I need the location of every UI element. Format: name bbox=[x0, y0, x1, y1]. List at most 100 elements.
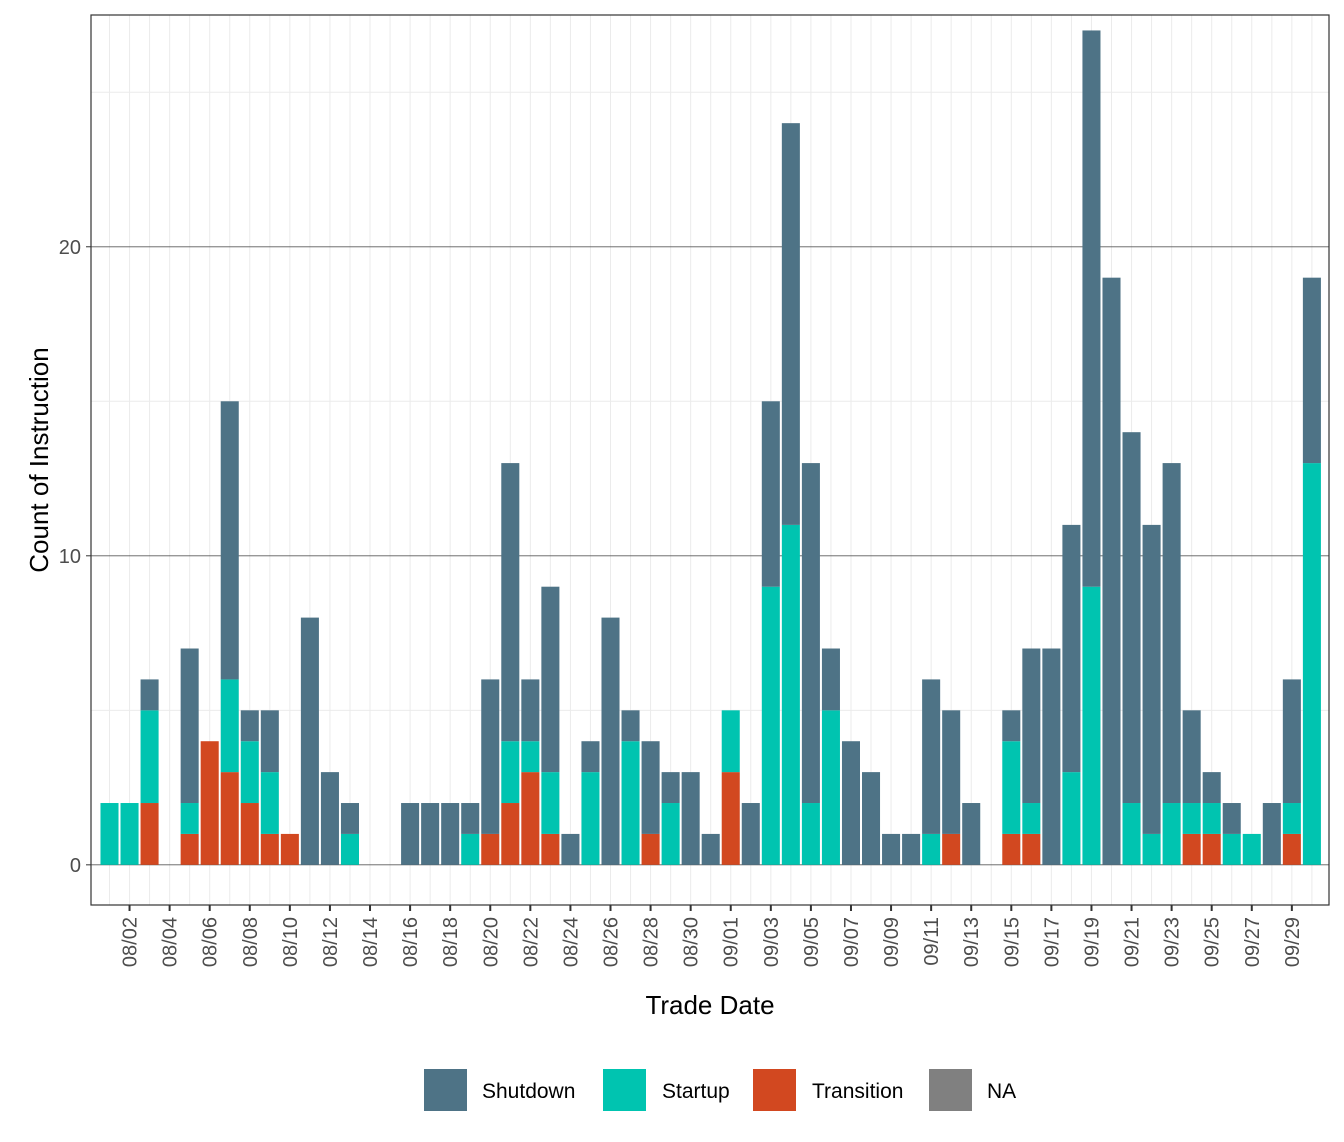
bar-startup-08-09 bbox=[260, 772, 279, 834]
bar-shutdown-08-28 bbox=[641, 741, 660, 834]
bar-shutdown-08-24 bbox=[561, 833, 580, 865]
bar-startup-09-04 bbox=[781, 524, 800, 865]
bar-shutdown-09-15 bbox=[1002, 710, 1021, 742]
x-tick-label: 08/02 bbox=[120, 917, 142, 967]
bar-shutdown-09-07 bbox=[841, 741, 860, 865]
x-tick-label: 08/28 bbox=[641, 917, 663, 967]
panel-border bbox=[90, 14, 1330, 906]
bar-shutdown-09-11 bbox=[922, 679, 941, 834]
bar-shutdown-09-29 bbox=[1282, 679, 1301, 804]
x-tick-label: 08/16 bbox=[400, 917, 422, 967]
bar-shutdown-09-23 bbox=[1162, 463, 1181, 804]
bar-shutdown-08-05 bbox=[180, 648, 199, 804]
x-tick-label: 09/05 bbox=[801, 917, 823, 967]
bar-startup-08-25 bbox=[581, 772, 600, 865]
legend-label-startup: Startup bbox=[662, 1080, 730, 1103]
bar-shutdown-09-25 bbox=[1202, 772, 1221, 804]
bar-shutdown-09-04 bbox=[781, 123, 800, 525]
bar-transition-09-24 bbox=[1182, 833, 1201, 865]
legend-key-na bbox=[929, 1069, 972, 1111]
bar-shutdown-08-17 bbox=[421, 803, 440, 865]
bar-shutdown-08-09 bbox=[260, 710, 279, 773]
bar-shutdown-08-31 bbox=[701, 833, 720, 865]
x-tick-label: 08/22 bbox=[520, 917, 542, 967]
bar-shutdown-09-05 bbox=[801, 463, 820, 804]
bar-startup-08-29 bbox=[661, 803, 680, 865]
bar-shutdown-09-28 bbox=[1262, 803, 1281, 865]
bar-transition-08-22 bbox=[521, 772, 540, 865]
x-tick-label: 09/21 bbox=[1122, 917, 1144, 967]
bar-transition-08-05 bbox=[180, 833, 199, 865]
bar-shutdown-08-21 bbox=[501, 463, 520, 742]
bar-startup-09-23 bbox=[1162, 803, 1181, 865]
bar-shutdown-08-18 bbox=[441, 803, 460, 865]
x-tick-label: 09/09 bbox=[881, 917, 903, 967]
y-tick-label: 0 bbox=[70, 855, 81, 877]
bar-startup-09-06 bbox=[821, 710, 840, 865]
bar-shutdown-08-29 bbox=[661, 772, 680, 804]
bar-transition-08-09 bbox=[260, 833, 279, 865]
bar-startup-09-11 bbox=[922, 833, 941, 865]
x-tick-label: 09/11 bbox=[921, 917, 943, 966]
bar-shutdown-09-03 bbox=[761, 401, 780, 587]
bar-transition-08-06 bbox=[200, 741, 219, 865]
bar-transition-08-20 bbox=[481, 833, 500, 865]
x-tick-label: 09/17 bbox=[1041, 917, 1063, 967]
bar-startup-09-03 bbox=[761, 586, 780, 865]
bar-shutdown-08-11 bbox=[300, 617, 319, 865]
bar-transition-08-07 bbox=[220, 772, 239, 865]
y-axis-title: Count of Instruction bbox=[24, 347, 54, 572]
bar-startup-09-16 bbox=[1022, 803, 1041, 834]
bar-shutdown-08-27 bbox=[621, 710, 640, 742]
x-tick-label: 08/18 bbox=[440, 917, 462, 967]
bar-shutdown-09-22 bbox=[1142, 524, 1161, 834]
bar-shutdown-09-06 bbox=[821, 648, 840, 711]
bar-shutdown-09-18 bbox=[1062, 524, 1081, 773]
bar-shutdown-09-12 bbox=[942, 710, 961, 834]
x-tick-label: 09/19 bbox=[1081, 917, 1103, 967]
bar-shutdown-08-03 bbox=[140, 679, 159, 711]
bar-shutdown-08-19 bbox=[461, 803, 480, 834]
bar-startup-08-01 bbox=[100, 803, 119, 865]
bar-shutdown-09-26 bbox=[1222, 803, 1241, 834]
x-tick-label: 09/07 bbox=[841, 917, 863, 967]
bar-startup-09-24 bbox=[1182, 803, 1201, 834]
bar-transition-08-08 bbox=[240, 803, 259, 865]
bar-shutdown-08-23 bbox=[541, 586, 560, 773]
bar-transition-08-03 bbox=[140, 803, 159, 865]
bar-shutdown-09-09 bbox=[882, 833, 901, 865]
bar-transition-09-29 bbox=[1282, 833, 1301, 865]
bar-shutdown-08-26 bbox=[601, 617, 620, 865]
x-tick-label: 09/03 bbox=[761, 917, 783, 967]
bars bbox=[100, 30, 1321, 865]
x-tick-label: 08/04 bbox=[160, 917, 182, 967]
bar-startup-09-21 bbox=[1122, 803, 1141, 865]
x-tick-label: 09/15 bbox=[1001, 917, 1023, 967]
bar-startup-08-03 bbox=[140, 710, 159, 804]
bar-shutdown-08-07 bbox=[220, 401, 239, 680]
bar-startup-08-13 bbox=[340, 833, 359, 865]
bar-startup-09-19 bbox=[1082, 586, 1101, 865]
x-tick-label: 09/27 bbox=[1242, 917, 1264, 967]
legend: Shutdown Startup Transition NA bbox=[424, 1069, 1016, 1111]
bar-startup-08-19 bbox=[461, 833, 480, 865]
y-tick-label: 20 bbox=[59, 237, 81, 259]
bar-shutdown-09-24 bbox=[1182, 710, 1201, 804]
x-tick-label: 08/26 bbox=[601, 917, 623, 967]
legend-key-shutdown bbox=[424, 1069, 467, 1111]
x-axis-title: Trade Date bbox=[645, 990, 774, 1020]
bar-shutdown-08-16 bbox=[401, 803, 420, 865]
bar-shutdown-09-17 bbox=[1042, 648, 1061, 865]
bar-shutdown-08-12 bbox=[320, 772, 339, 865]
y-tick-label: 10 bbox=[59, 546, 81, 568]
bar-shutdown-09-20 bbox=[1102, 277, 1121, 865]
x-axis-ticks: 08/02 08/04 08/06 08/08 08/10 08/12 08/14 08/16… bbox=[120, 905, 1304, 967]
x-tick-label: 08/20 bbox=[480, 917, 502, 967]
bar-startup-09-25 bbox=[1202, 803, 1221, 834]
bar-startup-08-08 bbox=[240, 741, 259, 804]
bar-shutdown-09-19 bbox=[1082, 30, 1101, 587]
bar-shutdown-08-22 bbox=[521, 679, 540, 742]
x-tick-label: 08/08 bbox=[240, 917, 262, 967]
bar-startup-08-05 bbox=[180, 803, 199, 834]
x-tick-label: 08/10 bbox=[280, 917, 302, 967]
